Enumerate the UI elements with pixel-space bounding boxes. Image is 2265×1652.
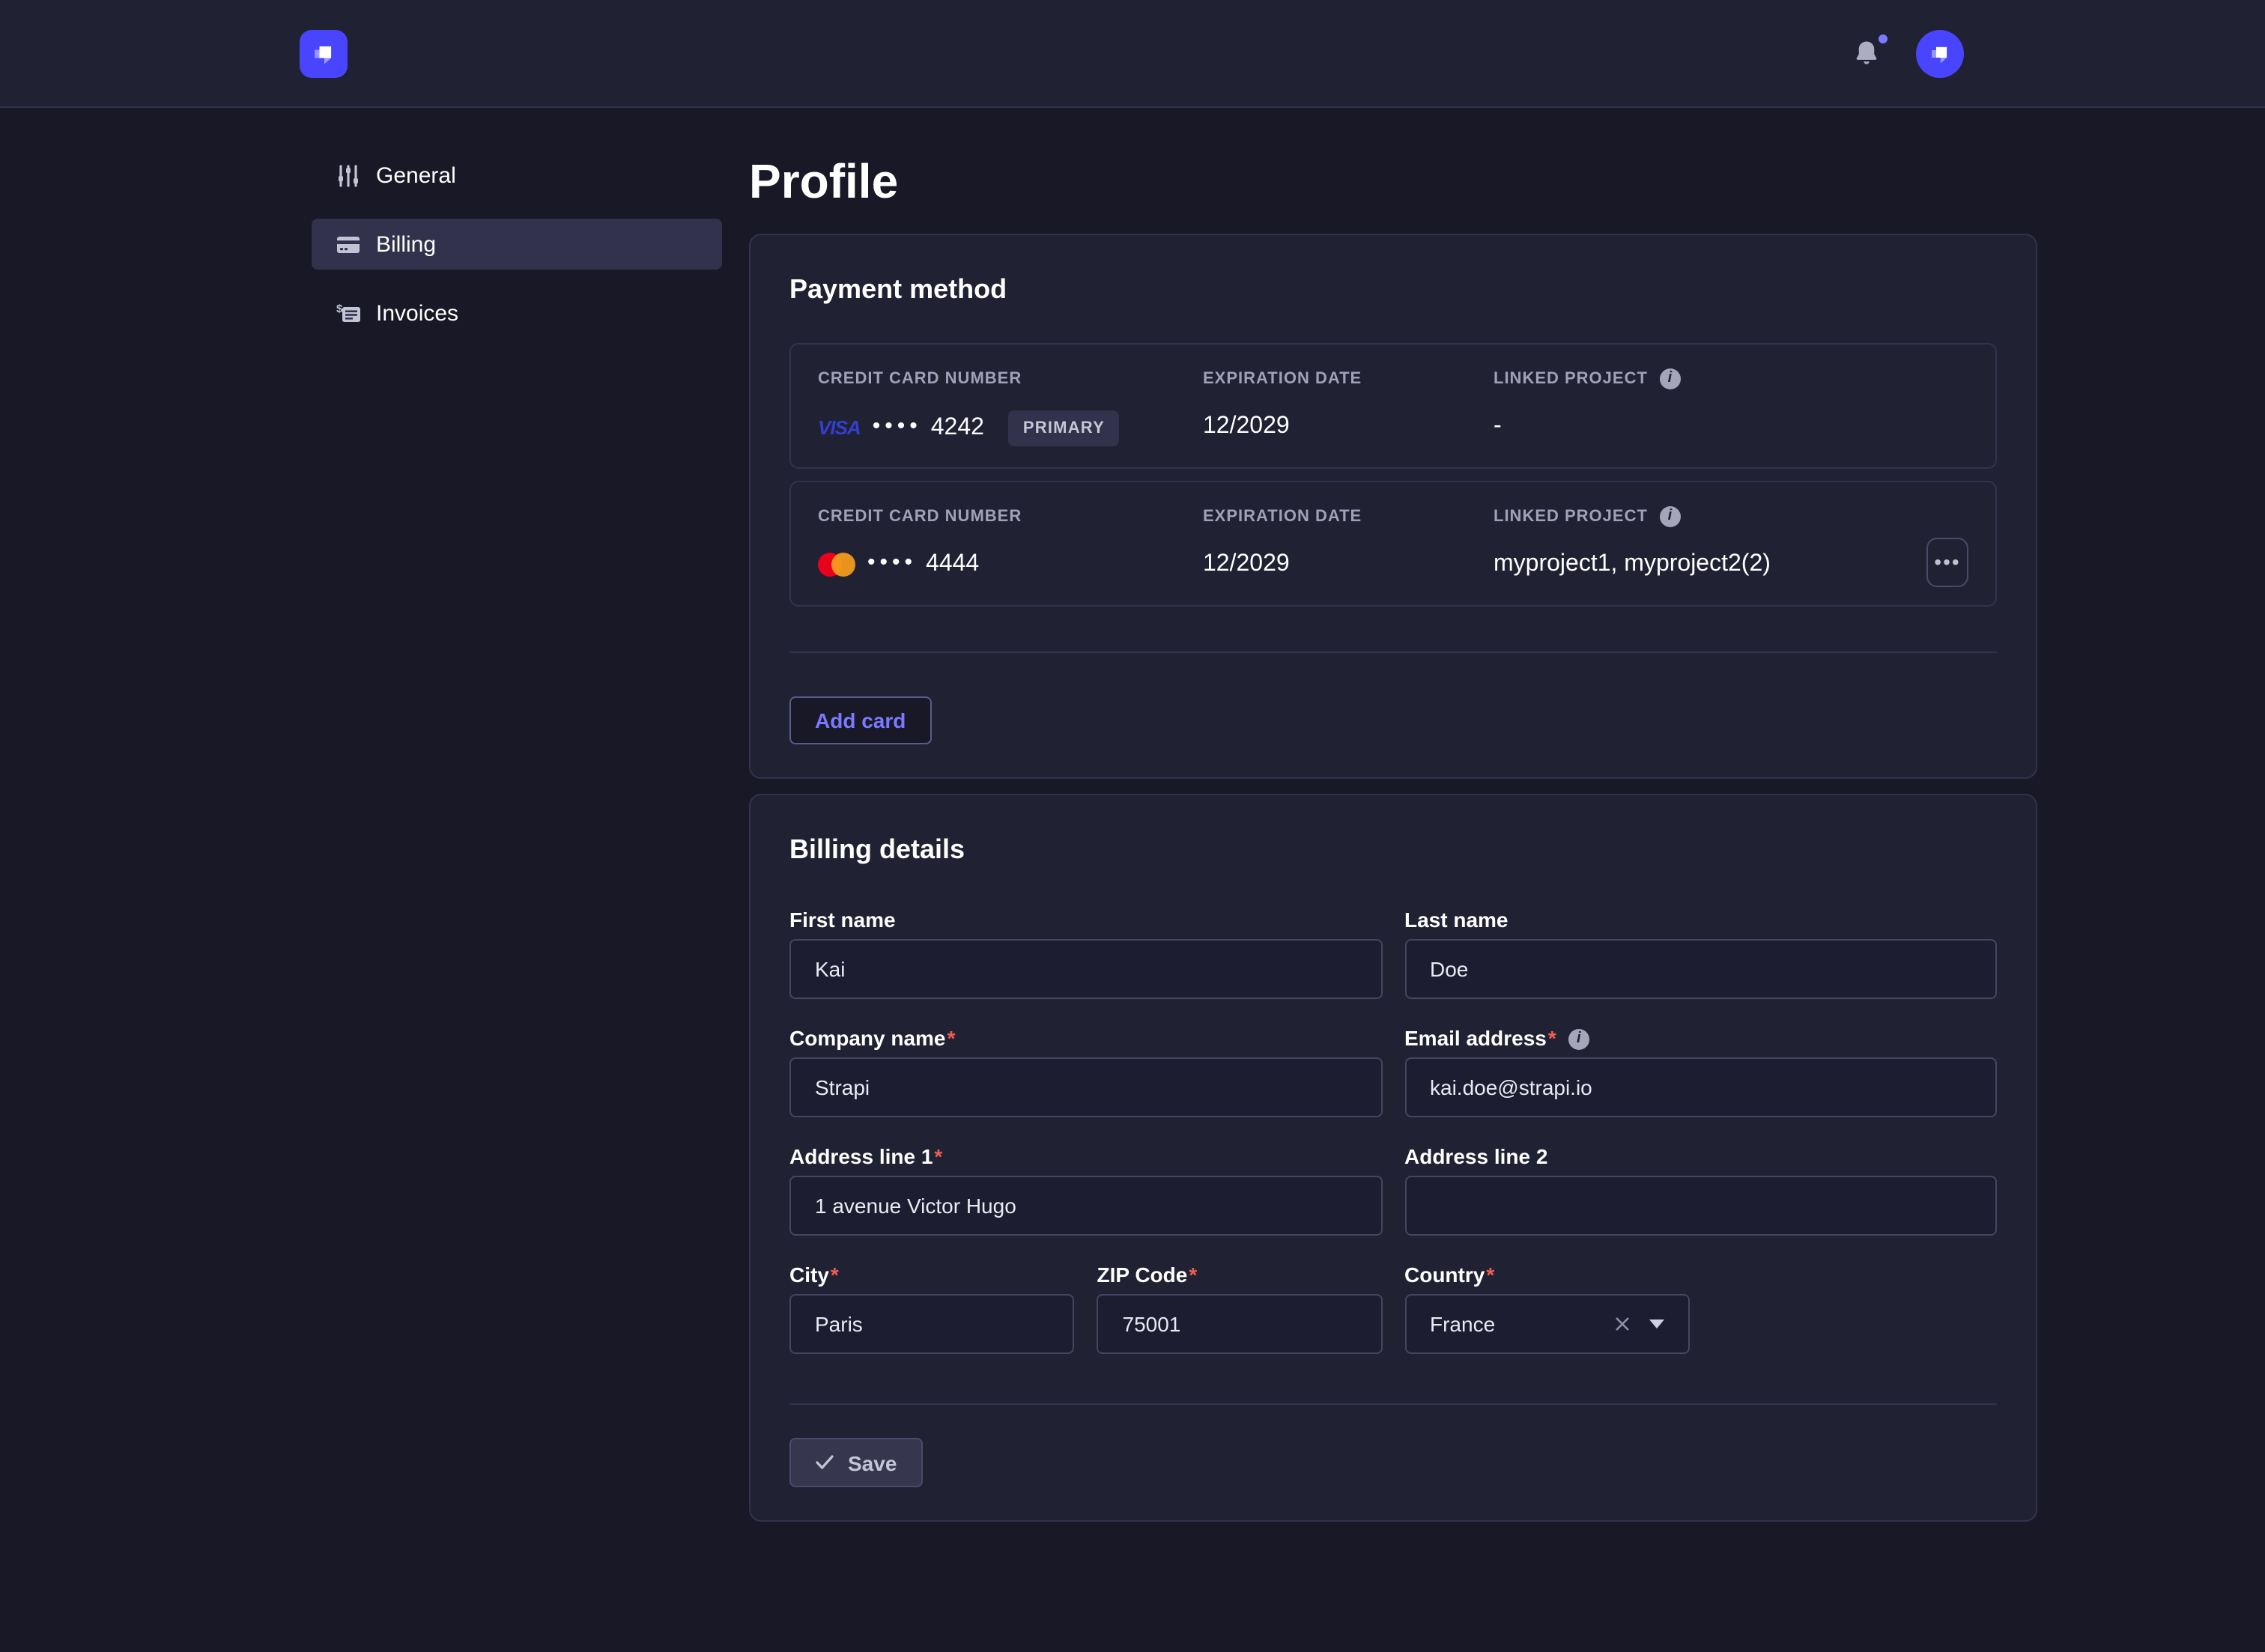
card-last4: 4242 [930, 415, 984, 440]
sidebar-item-invoices[interactable]: $ Invoices [312, 288, 722, 338]
last-name-label: Last name [1404, 908, 1509, 932]
top-bar-actions [1850, 29, 1964, 77]
sliders-icon [336, 163, 361, 188]
credit-card-icon [336, 231, 361, 257]
clear-icon[interactable] [1613, 1315, 1631, 1333]
card-number-value: VISA •••• 4242 PRIMARY [818, 410, 1203, 446]
billing-details-card: Billing details First name Last name [749, 794, 2037, 1522]
card-more-actions-button[interactable]: ••• [1926, 537, 1968, 586]
payment-method-card: Payment method CREDIT CARD NUMBER VISA •… [749, 234, 2037, 779]
address-line2-label: Address line 2 [1404, 1144, 1548, 1168]
strapi-avatar-icon [1932, 46, 1947, 63]
expiration-date-value: 12/2029 [1203, 551, 1290, 577]
ellipsis-icon: ••• [1934, 550, 1961, 574]
user-avatar[interactable] [1916, 29, 1964, 77]
country-selected-value: France [1430, 1312, 1496, 1336]
company-name-label: Company name [789, 1026, 946, 1050]
bell-icon [1856, 40, 1877, 64]
masked-digits: •••• [867, 550, 918, 575]
check-icon [816, 1455, 834, 1469]
address-line1-group: Address line 1 * [789, 1144, 1382, 1236]
company-name-field[interactable] [789, 1057, 1382, 1117]
sidebar-item-general[interactable]: General [312, 150, 722, 201]
last-name-field[interactable] [1404, 939, 1997, 999]
city-field[interactable] [789, 1294, 1075, 1354]
city-group: City * [789, 1263, 1075, 1354]
strapi-mark-icon [315, 45, 332, 64]
first-name-group: First name [789, 908, 1382, 999]
payment-card-row: CREDIT CARD NUMBER VISA •••• 4242 PRIMAR… [789, 343, 1997, 469]
linked-project-label: LINKED PROJECT [1494, 508, 1648, 526]
invoice-icon: $ [336, 300, 361, 326]
linked-project-value: myproject1, myproject2(2) [1494, 551, 1771, 577]
divider [789, 1403, 1997, 1405]
expiration-date-label: EXPIRATION DATE [1203, 370, 1362, 388]
country-group: Country * France [1404, 1263, 1690, 1354]
payment-method-title: Payment method [789, 274, 1007, 304]
linked-project-value: - [1494, 413, 1502, 439]
country-label: Country [1404, 1263, 1485, 1287]
sidebar-item-label: Invoices [376, 300, 459, 326]
billing-details-title: Billing details [789, 834, 965, 864]
address-line1-label: Address line 1 [789, 1144, 933, 1168]
email-field[interactable] [1404, 1057, 1997, 1117]
linked-project-label: LINKED PROJECT [1494, 370, 1648, 388]
primary-badge: PRIMARY [1007, 410, 1120, 446]
save-button[interactable]: Save [789, 1438, 923, 1487]
page-title: Profile [749, 154, 899, 208]
expiration-date-label: EXPIRATION DATE [1203, 508, 1362, 526]
notification-dot [1879, 34, 1888, 43]
first-name-label: First name [789, 908, 896, 932]
credit-card-number-label: CREDIT CARD NUMBER [818, 370, 1022, 388]
masked-digits: •••• [872, 413, 922, 439]
sidebar-item-label: Billing [376, 231, 437, 257]
zip-code-label: ZIP Code [1097, 1263, 1188, 1287]
company-name-group: Company name * [789, 1026, 1382, 1117]
divider [789, 652, 1997, 653]
payment-cards-list: CREDIT CARD NUMBER VISA •••• 4242 PRIMAR… [789, 343, 1997, 607]
card-last4: 4444 [926, 551, 980, 577]
notifications-bell-icon[interactable] [1850, 34, 1888, 70]
zip-code-field[interactable] [1097, 1294, 1382, 1354]
settings-sidebar: General Billing $ [312, 150, 722, 356]
sidebar-item-label: General [376, 163, 456, 188]
strapi-logo-icon[interactable] [300, 29, 348, 77]
zip-code-group: ZIP Code * [1097, 1263, 1382, 1354]
city-label: City [789, 1263, 829, 1287]
sidebar-item-billing[interactable]: Billing [312, 219, 722, 270]
expiration-date-value: 12/2029 [1203, 413, 1290, 439]
visa-logo-icon: VISA [818, 416, 861, 439]
top-bar [0, 0, 2265, 108]
svg-text:$: $ [336, 302, 343, 315]
mastercard-logo-icon [818, 553, 855, 577]
first-name-field[interactable] [789, 939, 1382, 999]
content-layout: General Billing $ [0, 108, 2265, 1612]
add-card-button[interactable]: Add card [789, 696, 932, 744]
address-line1-field[interactable] [789, 1176, 1382, 1236]
last-name-group: Last name [1404, 908, 1997, 999]
credit-card-number-label: CREDIT CARD NUMBER [818, 508, 1022, 526]
billing-details-form: First name Last name [789, 908, 1997, 1354]
save-button-label: Save [848, 1451, 897, 1475]
profile-main: Profile Payment method CREDIT CARD NUMBE… [749, 150, 2037, 1612]
info-icon[interactable]: i [1568, 1028, 1589, 1049]
address-line2-field[interactable] [1404, 1176, 1997, 1236]
email-group: Email address * i [1404, 1026, 1997, 1117]
chevron-down-icon[interactable] [1649, 1320, 1664, 1328]
info-icon[interactable]: i [1659, 506, 1681, 527]
country-select[interactable]: France [1404, 1294, 1690, 1354]
card-number-value: •••• 4444 [818, 548, 1203, 581]
email-label: Email address [1404, 1026, 1547, 1050]
address-line2-group: Address line 2 [1404, 1144, 1997, 1236]
payment-card-row: CREDIT CARD NUMBER •••• 4444 EXPIRATION … [789, 481, 1997, 607]
info-icon[interactable]: i [1659, 368, 1681, 389]
